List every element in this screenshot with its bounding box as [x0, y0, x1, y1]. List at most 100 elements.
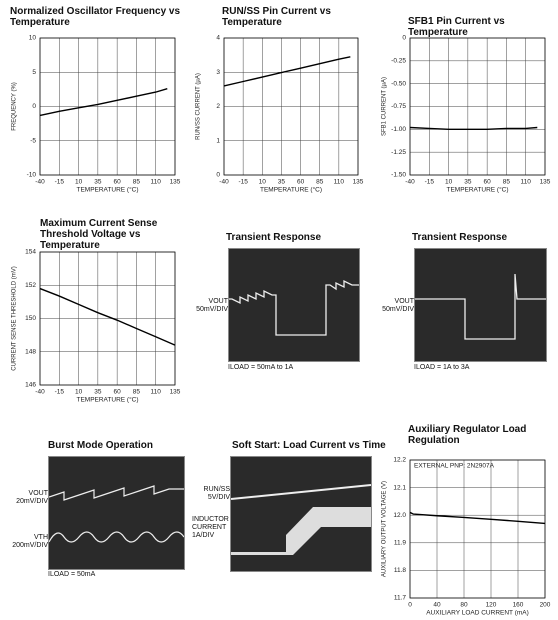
- x-tick-label: 85: [133, 179, 141, 186]
- y-tick-label: 11.8: [394, 567, 407, 574]
- y-tick-label: 12.2: [393, 457, 406, 464]
- y-tick-label: 150: [25, 315, 36, 322]
- chart-title: SFB1 Pin Current vs Temperature: [408, 16, 505, 38]
- x-axis-label: TEMPERATURE (°C): [76, 186, 138, 194]
- plot-frame: [409, 37, 546, 176]
- x-tick-label: -15: [238, 179, 248, 186]
- plot-frame: [39, 37, 176, 176]
- x-tick-label: 85: [133, 389, 141, 396]
- scope-screen: [414, 248, 547, 362]
- x-tick-label: -15: [425, 179, 435, 186]
- x-tick-label: 160: [513, 602, 524, 609]
- x-tick-label: 135: [540, 179, 551, 186]
- scope-label: VOUT 50mV/DIV: [382, 298, 414, 313]
- x-tick-label: -40: [405, 179, 415, 186]
- chart-title: Maximum Current Sense Threshold Voltage …: [40, 218, 158, 251]
- x-tick-label: 60: [297, 179, 305, 186]
- x-tick-label: 85: [503, 179, 511, 186]
- x-tick-label: 35: [94, 179, 102, 186]
- scope-trace: [229, 279, 359, 336]
- y-axis-label: RUN/SS CURRENT (µA): [196, 73, 202, 140]
- scope-label: VOUT 20mV/DIV: [16, 490, 48, 505]
- scope-label: RUN/SS 5V/DIV: [203, 486, 230, 501]
- y-tick-label: -0.25: [391, 58, 406, 65]
- scope-title: Soft Start: Load Current vs Time: [232, 440, 386, 451]
- scope-screen: [48, 456, 185, 570]
- chart-title: Normalized Oscillator Frequency vs Tempe…: [10, 6, 181, 28]
- y-tick-label: -10: [27, 172, 37, 179]
- y-tick-label: 11.9: [394, 540, 407, 547]
- scope-trace: [415, 273, 546, 340]
- scope-label: INDUCTOR CURRENT 1A/DIV: [192, 516, 229, 539]
- y-axis-label: AUXILIARY OUTPUT VOLTAGE (V): [382, 481, 388, 577]
- x-tick-label: 0: [408, 602, 412, 609]
- x-tick-label: 135: [170, 179, 181, 186]
- y-tick-label: 1: [216, 137, 220, 144]
- scope-label: VOUT 50mV/DIV: [196, 298, 228, 313]
- x-axis-label: TEMPERATURE (°C): [76, 396, 138, 404]
- y-tick-label: 12.1: [393, 484, 406, 491]
- chart-title: Auxiliary Regulator Load Regulation: [408, 424, 527, 446]
- y-tick-label: -0.50: [391, 80, 406, 87]
- scope-screen: [228, 248, 360, 362]
- x-axis-label: TEMPERATURE (°C): [446, 186, 508, 194]
- x-tick-label: 10: [75, 389, 83, 396]
- y-tick-label: 0: [32, 103, 36, 110]
- y-tick-label: -1.00: [391, 126, 406, 133]
- y-tick-label: 3: [216, 69, 220, 76]
- x-tick-label: 110: [151, 179, 162, 186]
- x-tick-label: -15: [55, 389, 65, 396]
- data-line: [409, 126, 538, 131]
- x-tick-label: -40: [35, 389, 45, 396]
- y-tick-label: 5: [32, 69, 36, 76]
- x-axis-label: AUXILIARY LOAD CURRENT (mA): [426, 610, 529, 617]
- data-line: [409, 511, 546, 525]
- x-tick-label: 200: [540, 602, 551, 609]
- scope-label: ILOAD = 1A to 3A: [414, 364, 470, 371]
- x-tick-label: 35: [464, 179, 472, 186]
- x-tick-label: 10: [75, 179, 83, 186]
- y-tick-label: 2: [216, 103, 220, 110]
- x-tick-label: -40: [35, 179, 45, 186]
- x-tick-label: 35: [94, 389, 102, 396]
- scope-trace: [49, 485, 184, 543]
- y-tick-label: 154: [25, 249, 36, 256]
- y-tick-label: 148: [25, 348, 36, 355]
- data-line: [39, 287, 176, 346]
- x-tick-label: 60: [484, 179, 492, 186]
- x-tick-label: 60: [114, 179, 122, 186]
- plot-frame: [223, 37, 359, 176]
- scope-label: ILOAD = 50mA to 1A: [228, 364, 294, 371]
- scope-title: Burst Mode Operation: [48, 440, 154, 451]
- scope-label: VTH 200mV/DIV: [12, 534, 48, 549]
- x-tick-label: 60: [114, 389, 122, 396]
- x-tick-label: 135: [170, 389, 181, 396]
- x-tick-label: 85: [316, 179, 324, 186]
- plot-frame: [39, 251, 176, 386]
- y-tick-label: 0: [402, 35, 406, 42]
- y-axis-label: SFB1 CURRENT (µA): [382, 77, 388, 136]
- plot-frame: [409, 459, 546, 599]
- x-tick-label: 135: [353, 179, 364, 186]
- x-tick-label: 10: [259, 179, 267, 186]
- x-tick-label: 110: [151, 389, 162, 396]
- y-axis-label: CURRENT SENSE THRESHOLD (mV): [12, 266, 18, 370]
- y-tick-label: 12.0: [393, 512, 406, 519]
- x-tick-label: 35: [278, 179, 286, 186]
- x-tick-label: 80: [460, 602, 468, 609]
- x-tick-label: 10: [445, 179, 453, 186]
- y-tick-label: -1.50: [391, 172, 406, 179]
- scope-trace: [231, 484, 371, 555]
- x-tick-label: 110: [334, 179, 345, 186]
- scope-screen: [230, 456, 372, 572]
- y-tick-label: -1.25: [391, 149, 406, 156]
- x-tick-label: 40: [433, 602, 441, 609]
- annotation: EXTERNAL PNP: 2N2907A: [414, 463, 495, 470]
- x-tick-label: 110: [521, 179, 532, 186]
- scope-title: Transient Response: [412, 232, 508, 243]
- y-tick-label: 0: [216, 172, 220, 179]
- x-tick-label: -15: [55, 179, 65, 186]
- y-tick-label: 152: [25, 282, 36, 289]
